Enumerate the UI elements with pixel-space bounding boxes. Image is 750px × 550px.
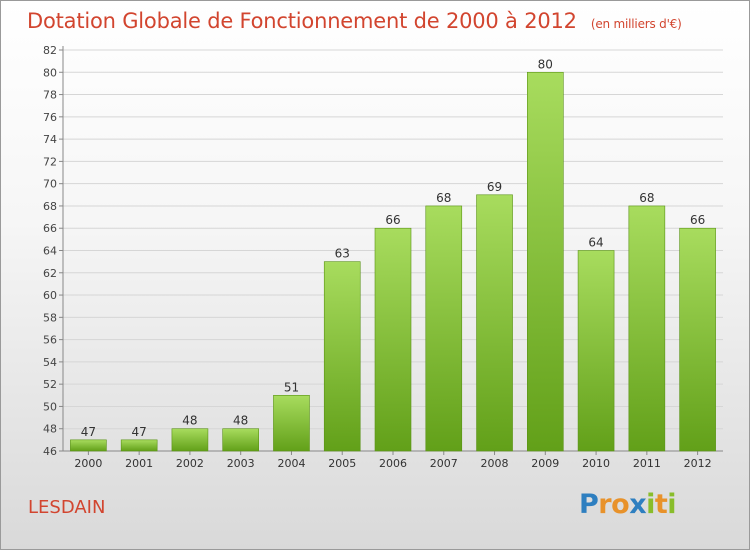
y-tick-label: 76	[43, 111, 57, 124]
data-label: 69	[487, 180, 502, 194]
y-tick-label: 68	[43, 200, 57, 213]
y-tick-label: 48	[43, 423, 57, 436]
x-tick-label: 2003	[227, 457, 255, 470]
y-tick-label: 54	[43, 356, 57, 369]
x-tick-label: 2008	[481, 457, 509, 470]
chart-title: Dotation Globale de Fonctionnement de 20…	[27, 9, 682, 33]
bar-2004[interactable]	[273, 395, 310, 452]
y-tick-label: 62	[43, 267, 57, 280]
bar-2012[interactable]	[679, 227, 716, 452]
x-tick-label: 2005	[328, 457, 356, 470]
logo-letter: P	[579, 489, 599, 520]
bar-2007[interactable]	[425, 205, 463, 452]
data-label: 68	[436, 191, 451, 205]
logo-letter: i	[646, 489, 655, 520]
y-tick-label: 50	[43, 400, 57, 413]
y-tick-label: 70	[43, 178, 57, 191]
y-tick-label: 56	[43, 334, 57, 347]
data-label: 63	[335, 247, 350, 261]
bar-2009[interactable]	[527, 71, 564, 452]
y-tick-label: 60	[43, 289, 57, 302]
chart-title-text: Dotation Globale de Fonctionnement de 20…	[27, 9, 577, 33]
logo-letter: i	[667, 489, 677, 520]
bar-2000[interactable]	[70, 439, 107, 452]
x-tick-label: 2006	[379, 457, 407, 470]
y-tick-label: 58	[43, 311, 57, 324]
bar-2001[interactable]	[120, 439, 158, 452]
y-tick-label: 74	[43, 133, 57, 146]
x-tick-label: 2010	[582, 457, 610, 470]
y-tick-label: 46	[43, 445, 57, 458]
data-label: 80	[538, 57, 553, 71]
labels: 46 48 50 52 54 56 58 60 62 64 66 68 70 72 74 76 78 80 82 47…	[43, 44, 712, 470]
bar-2002[interactable]	[171, 428, 209, 452]
data-label: 66	[385, 213, 400, 227]
data-label: 64	[588, 236, 603, 250]
x-tick-label: 2001	[125, 457, 153, 470]
data-label: 47	[81, 425, 96, 439]
chart-subtitle: (en milliers d'€)	[590, 17, 682, 31]
logo-letter: t	[654, 489, 668, 520]
x-tick-label: 2004	[277, 457, 305, 470]
data-label: 51	[284, 380, 299, 394]
data-label: 68	[639, 191, 654, 205]
y-tick-label: 78	[43, 89, 57, 102]
bar-2010[interactable]	[577, 250, 615, 452]
x-tick-label: 2009	[531, 457, 559, 470]
logo-letter: r	[598, 489, 612, 520]
x-tick-label: 2012	[684, 457, 712, 470]
data-label: 47	[132, 425, 147, 439]
logo-letter: o	[611, 489, 630, 520]
logo-letter: x	[629, 489, 647, 520]
y-tick-label: 72	[43, 155, 57, 168]
x-tick-label: 2011	[633, 457, 661, 470]
y-tick-label: 52	[43, 378, 57, 391]
x-tick-label: 2002	[176, 457, 204, 470]
x-tick-label: 2007	[430, 457, 458, 470]
bar-2011[interactable]	[628, 205, 666, 452]
bar-2008[interactable]	[476, 194, 513, 452]
bars	[70, 71, 716, 452]
bar-2003[interactable]	[222, 428, 259, 452]
y-tick-label: 66	[43, 222, 57, 235]
data-label: 48	[182, 414, 197, 428]
commune-name: LESDAIN	[28, 497, 106, 518]
bar-2006[interactable]	[374, 227, 412, 452]
proxiti-logo[interactable]: Proxiti	[579, 489, 677, 520]
bar-2005[interactable]	[323, 261, 361, 452]
data-label: 66	[690, 213, 705, 227]
y-tick-label: 82	[43, 44, 57, 57]
y-tick-label: 64	[43, 245, 57, 258]
y-tick-label: 80	[43, 66, 57, 79]
data-label: 48	[233, 414, 248, 428]
x-tick-label: 2000	[74, 457, 102, 470]
